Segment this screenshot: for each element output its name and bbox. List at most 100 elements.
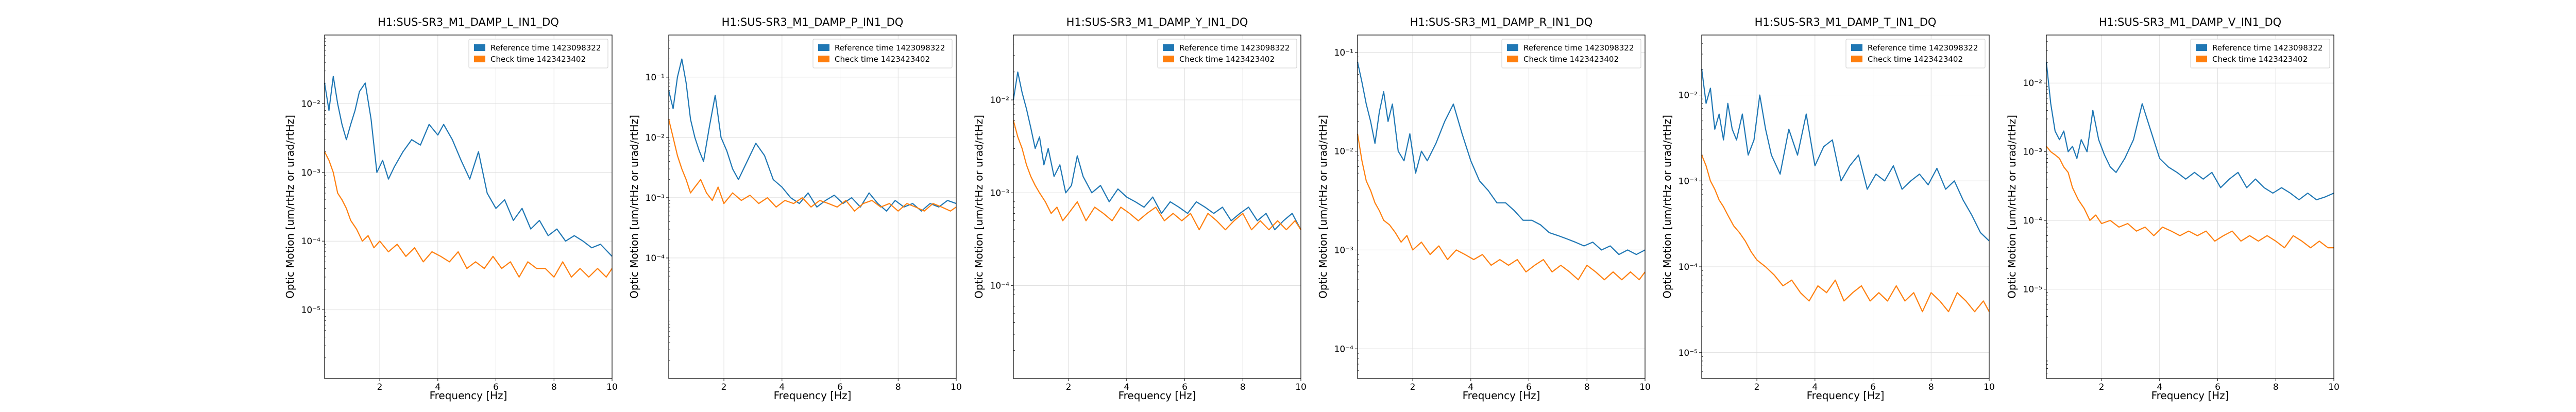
axes-frame: [1013, 35, 1301, 379]
y-tick-label: 10⁻¹: [1334, 48, 1353, 58]
x-axis-label: Frequency [Hz]: [1463, 389, 1540, 402]
x-tick-label: 4: [2157, 382, 2162, 392]
x-tick-label: 2: [2099, 382, 2105, 392]
check-series-line: [1012, 120, 1301, 231]
y-tick-label: 10⁻⁵: [1679, 348, 1698, 358]
legend-label-check: Check time 1423423402: [1179, 55, 1275, 64]
plot-area: [1358, 35, 1645, 379]
y-tick-label: 10⁻²: [1679, 91, 1698, 101]
legend-label-reference: Reference time 1423098322: [2212, 43, 2323, 53]
legend-swatch-reference: [2196, 44, 2207, 51]
y-axis-label: Optic Motion [um/rtHz or urad/rtHz]: [973, 115, 985, 299]
chart-panel-3: 2 4 6 8 10 10⁻² 10⁻³ 10⁻⁴ H1:SUS-SR3_M1_DAMP_Y_I…: [973, 16, 1307, 402]
x-tick-label: 2: [1066, 382, 1072, 392]
legend-label-reference: Reference time 1423098322: [490, 43, 601, 53]
x-tick-label: 2: [721, 382, 727, 392]
chart-title: H1:SUS-SR3_M1_DAMP_Y_IN1_DQ: [1066, 16, 1248, 29]
legend-label-check: Check time 1423423402: [490, 55, 586, 64]
x-tick-label: 10: [2328, 382, 2340, 392]
x-tick-label: 8: [1584, 382, 1590, 392]
x-tick-label: 4: [1812, 382, 1818, 392]
y-tick-label: 10⁻³: [2023, 147, 2042, 158]
legend-swatch-check: [2196, 56, 2207, 62]
plot-area: [2046, 35, 2334, 379]
chart-title: H1:SUS-SR3_M1_DAMP_R_IN1_DQ: [1410, 16, 1593, 29]
legend-swatch-reference: [1851, 44, 1862, 51]
y-tick-label: 10⁻²: [646, 133, 665, 143]
chart-panel-5: 2 4 6 8 10 10⁻² 10⁻³ 10⁻⁴ 10⁻⁵ H1:SUS-SR3_M1_DAMP…: [1661, 16, 1995, 402]
check-series-line: [1701, 154, 1990, 313]
x-tick-label: 6: [1870, 382, 1876, 392]
plot-area: [1013, 35, 1301, 379]
y-tick-label: 10⁻³: [301, 168, 320, 178]
y-tick-label: 10⁻³: [990, 188, 1009, 198]
x-tick-label: 10: [1984, 382, 1995, 392]
legend-swatch-check: [1507, 56, 1518, 62]
x-tick-label: 10: [606, 382, 618, 392]
legend-swatch-check: [818, 56, 829, 62]
x-axis-label: Frequency [Hz]: [1118, 389, 1196, 402]
y-tick-label: 10⁻⁴: [1334, 344, 1354, 354]
legend: Reference time 1423098322 Check time 1423…: [1157, 39, 1297, 68]
legend: Reference time 1423098322 Check time 1423…: [468, 39, 608, 68]
check-series-line: [2046, 146, 2334, 249]
legend-label-check: Check time 1423423402: [835, 55, 930, 64]
reference-series-line: [1012, 71, 1301, 231]
legend-swatch-reference: [1507, 44, 1518, 51]
y-axis-label: Optic Motion [um/rtHz or urad/rtHz]: [628, 115, 640, 299]
legend-box: [1845, 39, 1986, 68]
y-tick-label: 10⁻³: [646, 193, 665, 203]
legend-label-reference: Reference time 1423098322: [1868, 43, 1978, 53]
x-tick-label: 6: [1526, 382, 1532, 392]
chart-title: H1:SUS-SR3_M1_DAMP_L_IN1_DQ: [378, 16, 559, 29]
chart-title: H1:SUS-SR3_M1_DAMP_V_IN1_DQ: [2099, 16, 2281, 29]
x-tick-label: 10: [1639, 382, 1651, 392]
legend-swatch-check: [1851, 56, 1862, 62]
axes-frame: [1357, 35, 1646, 379]
plot-area: [325, 35, 612, 379]
legend-box: [2190, 39, 2330, 68]
reference-series-line: [668, 58, 957, 212]
legend: Reference time 1423098322 Check time 1423…: [1845, 39, 1986, 68]
x-tick-label: 8: [2273, 382, 2279, 392]
y-tick-label: 10⁻²: [1334, 147, 1353, 157]
legend-label-reference: Reference time 1423098322: [1179, 43, 1290, 53]
legend-label-reference: Reference time 1423098322: [1523, 43, 1634, 53]
chart-panel-6: 2 4 6 8 10 10⁻² 10⁻³ 10⁻⁴ 10⁻⁵ H1:SUS-SR3_M1_DAMP…: [2006, 16, 2340, 402]
chart-title: H1:SUS-SR3_M1_DAMP_T_IN1_DQ: [1755, 16, 1937, 29]
x-tick-label: 2: [377, 382, 383, 392]
check-series-line: [668, 119, 957, 212]
legend-box: [1501, 39, 1641, 68]
y-tick-label: 10⁻²: [2023, 78, 2042, 89]
x-tick-label: 8: [551, 382, 557, 392]
legend: Reference time 1423098322 Check time 1423…: [2190, 39, 2330, 68]
x-axis-label: Frequency [Hz]: [2151, 389, 2229, 402]
x-tick-label: 6: [493, 382, 499, 392]
y-tick-label: 10⁻¹: [646, 73, 665, 83]
x-tick-label: 2: [1754, 382, 1760, 392]
x-tick-label: 10: [951, 382, 962, 392]
chart-title: H1:SUS-SR3_M1_DAMP_P_IN1_DQ: [722, 16, 904, 29]
chart-panel-2: 2 4 6 8 10 10⁻¹ 10⁻² 10⁻³ 10⁻⁴ H1:SUS-SR3_M1_DAMP…: [628, 16, 962, 402]
x-tick-label: 4: [779, 382, 785, 392]
axes-frame: [2046, 35, 2334, 379]
y-tick-label: 10⁻⁴: [646, 253, 665, 264]
x-axis-label: Frequency [Hz]: [774, 389, 852, 402]
legend-label-check: Check time 1423423402: [2212, 55, 2308, 64]
y-tick-label: 10⁻²: [990, 95, 1009, 106]
legend-label-check: Check time 1423423402: [1523, 55, 1619, 64]
y-tick-label: 10⁻²: [301, 99, 320, 109]
axes-frame: [668, 35, 957, 379]
legend: Reference time 1423098322 Check time 1423…: [812, 39, 953, 68]
reference-series-line: [1701, 69, 1990, 242]
y-tick-label: 10⁻⁵: [301, 305, 320, 316]
x-tick-label: 6: [837, 382, 843, 392]
y-tick-label: 10⁻⁴: [990, 281, 1010, 291]
y-axis-label: Optic Motion [um/rtHz or urad/rtHz]: [284, 115, 296, 299]
y-axis-label: Optic Motion [um/rtHz or urad/rtHz]: [2006, 115, 2018, 299]
x-tick-label: 6: [1182, 382, 1188, 392]
x-tick-label: 2: [1410, 382, 1416, 392]
x-tick-label: 8: [1928, 382, 1934, 392]
legend-swatch-reference: [474, 44, 485, 51]
